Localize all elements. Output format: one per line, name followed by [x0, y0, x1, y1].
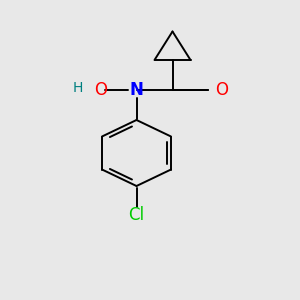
- Text: Cl: Cl: [128, 206, 145, 224]
- Text: H: H: [72, 82, 83, 95]
- Text: O: O: [215, 81, 228, 99]
- Text: O: O: [94, 81, 107, 99]
- Text: N: N: [130, 81, 143, 99]
